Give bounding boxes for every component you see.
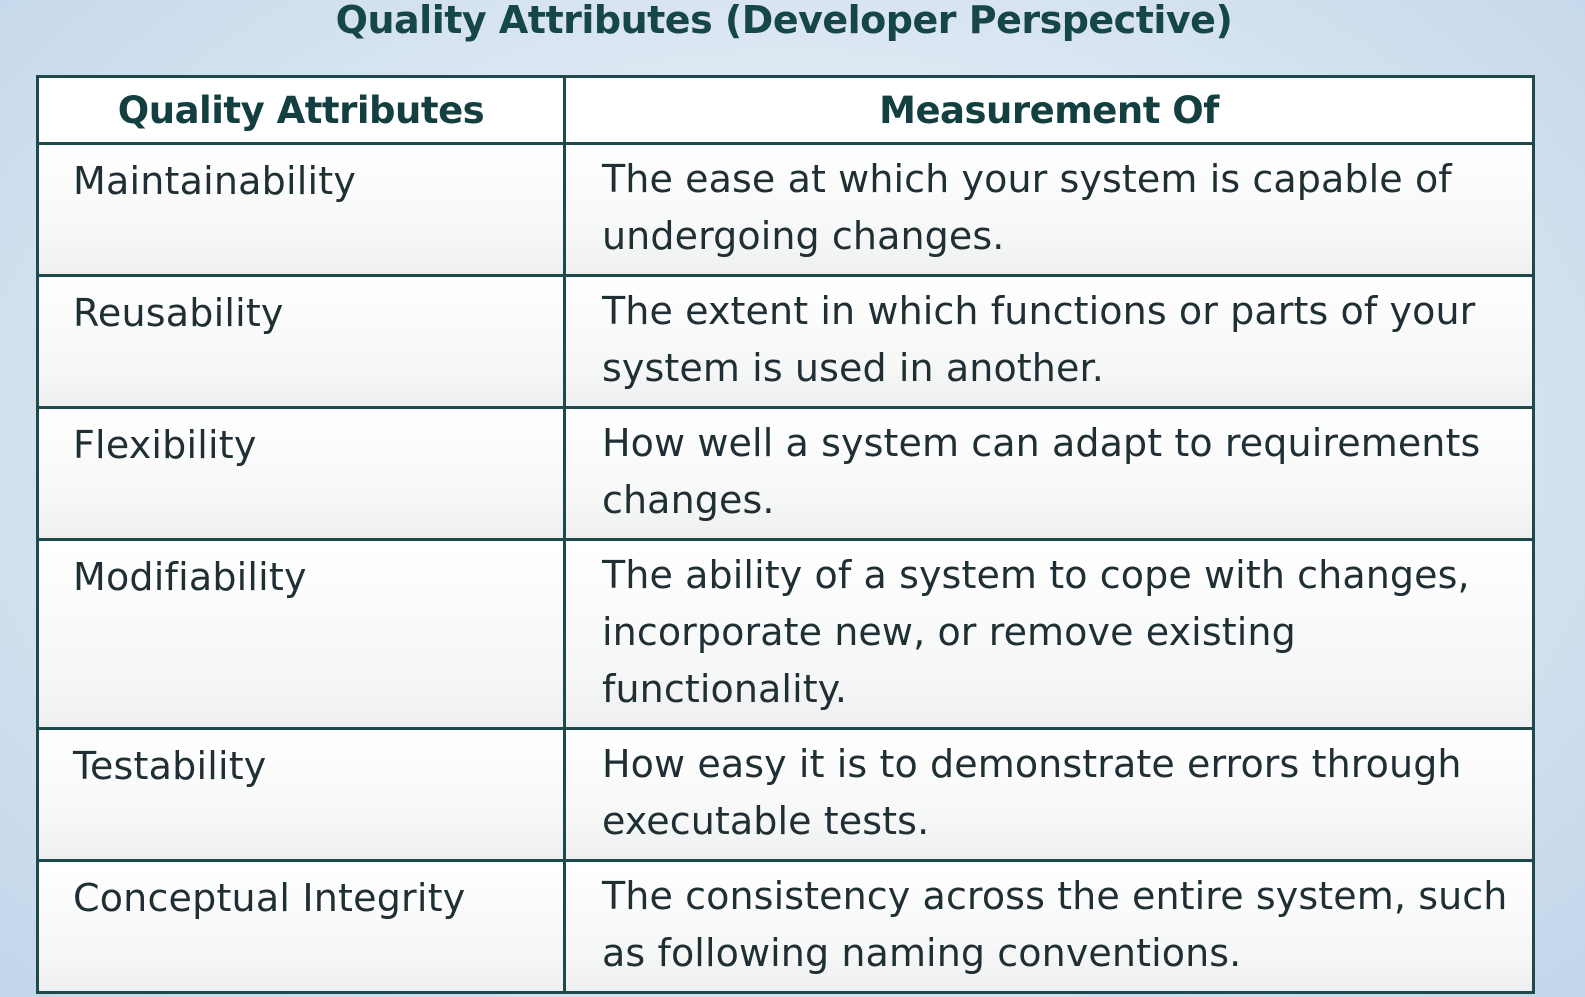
table-row-reusability: Reusability The extent in which function… — [36, 274, 1535, 409]
quality-attributes-table: Quality Attributes Measurement Of Mainta… — [36, 75, 1535, 994]
attribute-cell: Maintainability — [36, 142, 566, 277]
table-header-row: Quality Attributes Measurement Of — [36, 75, 1535, 145]
measurement-cell: How well a system can adapt to requireme… — [563, 406, 1535, 541]
table-row-conceptual-integrity: Conceptual Integrity The consistency acr… — [36, 859, 1535, 994]
attribute-cell: Flexibility — [36, 406, 566, 541]
measurement-cell: The ability of a system to cope with cha… — [563, 538, 1535, 730]
column-header-quality-attributes: Quality Attributes — [36, 75, 566, 145]
measurement-cell: The extent in which functions or parts o… — [563, 274, 1535, 409]
measurement-cell: The ease at which your system is capable… — [563, 142, 1535, 277]
attribute-cell: Conceptual Integrity — [36, 859, 566, 994]
attribute-cell: Testability — [36, 727, 566, 862]
attribute-cell: Modifiability — [36, 538, 566, 730]
slide-title: Quality Attributes (Developer Perspectiv… — [335, 0, 1233, 42]
table-row-maintainability: Maintainability The ease at which your s… — [36, 142, 1535, 277]
table-row-testability: Testability How easy it is to demonstrat… — [36, 727, 1535, 862]
measurement-cell: The consistency across the entire system… — [563, 859, 1535, 994]
measurement-cell: How easy it is to demonstrate errors thr… — [563, 727, 1535, 862]
table-row-modifiability: Modifiability The ability of a system to… — [36, 538, 1535, 730]
table-row-flexibility: Flexibility How well a system can adapt … — [36, 406, 1535, 541]
column-header-measurement-of: Measurement Of — [563, 75, 1535, 145]
attribute-cell: Reusability — [36, 274, 566, 409]
